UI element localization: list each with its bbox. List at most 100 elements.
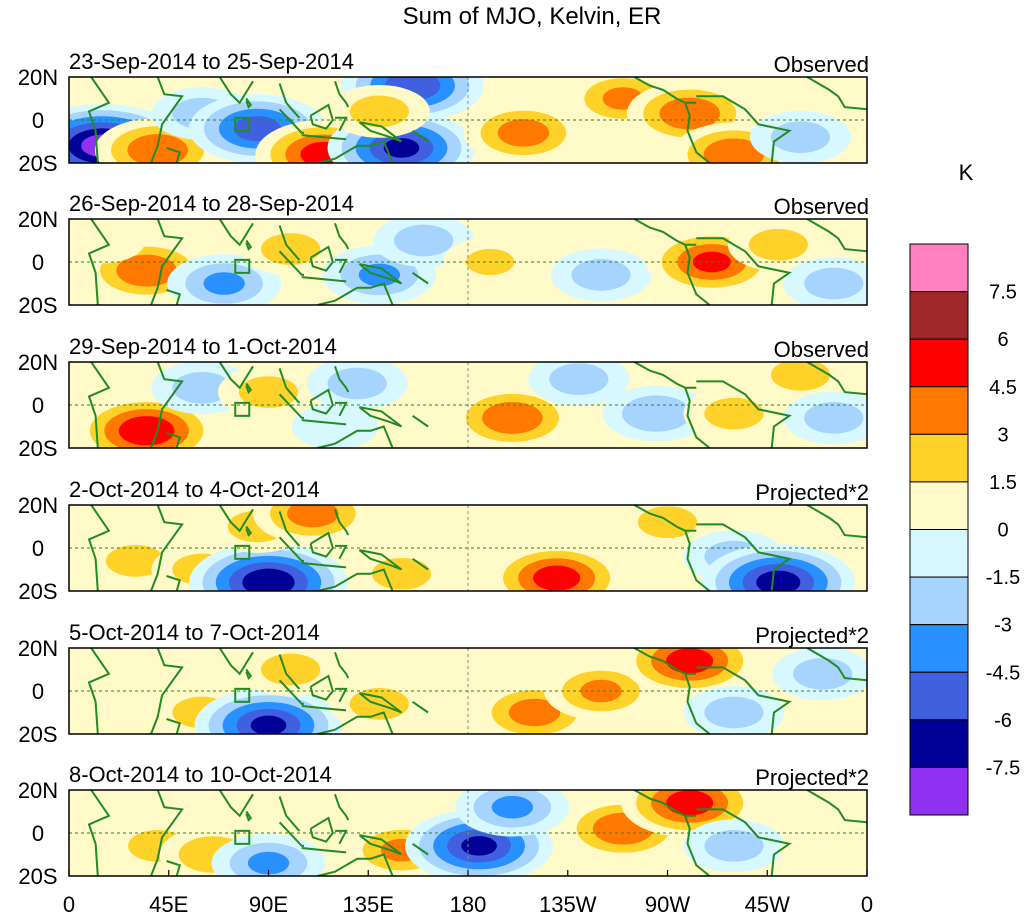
- anomaly-11: [783, 391, 867, 445]
- coastline: [309, 245, 334, 272]
- y-tick-label: 0: [32, 108, 44, 133]
- x-tick-label: 135W: [539, 892, 597, 917]
- coastline: [218, 790, 254, 818]
- anomaly-contour: [114, 648, 201, 693]
- coastline: [633, 219, 697, 246]
- colorbar-label: -4.5: [986, 662, 1020, 684]
- panel-status-label: Projected*2: [755, 480, 869, 505]
- coastline: [633, 362, 697, 389]
- coastline: [278, 225, 301, 261]
- coastline: [245, 668, 253, 680]
- coastline: [806, 790, 867, 824]
- coastline: [696, 380, 792, 448]
- anomaly-4: [306, 362, 408, 410]
- y-tick-label: 20S: [18, 293, 57, 318]
- coastline: [412, 414, 429, 428]
- panel-3: 20N 0 20S 29-Sep-2014 to 1-Oct-2014 Observed: [18, 334, 869, 461]
- panel-frame: [68, 647, 868, 735]
- anomaly-contour: [172, 371, 232, 404]
- colorbar-title: K: [959, 160, 974, 185]
- colorbar-swatch: [909, 481, 969, 530]
- anomaly-4: [240, 648, 342, 696]
- anomaly-3: [194, 688, 343, 734]
- coastline: [245, 525, 253, 537]
- panel-6: 20N 0 20S 8-Oct-2014 to 10-Oct-2014 Projecte…: [18, 762, 869, 889]
- y-tick-label: 20N: [18, 493, 58, 518]
- coastline: [245, 382, 253, 394]
- colorbar-swatch: [909, 243, 969, 293]
- coastlines: [87, 790, 867, 876]
- panel-status-label: Observed: [774, 52, 869, 77]
- coastlines: [87, 362, 867, 448]
- coastline: [150, 505, 184, 591]
- y-tick-label: 0: [32, 821, 44, 846]
- coastline: [218, 77, 254, 105]
- colorbar-swatch: [909, 433, 969, 483]
- coastline: [684, 102, 711, 163]
- coastline: [301, 847, 347, 854]
- anomaly-contour: [291, 403, 379, 448]
- anomaly-5: [252, 505, 373, 545]
- anomaly-contour: [238, 376, 299, 408]
- coastline: [301, 705, 347, 712]
- panel-frame: [68, 76, 868, 164]
- anomaly-3: [167, 254, 282, 305]
- panel-frame: [68, 218, 868, 306]
- x-tick-label: 135E: [343, 892, 394, 917]
- panel-4: 20N 0 20S 2-Oct-2014 to 4-Oct-2014 Projected…: [18, 477, 869, 604]
- coastline: [684, 673, 711, 734]
- coastline: [278, 368, 301, 404]
- x-tick-label: 0: [861, 892, 873, 917]
- coastline: [696, 666, 792, 734]
- anomaly-field: [75, 362, 867, 448]
- coastline: [696, 808, 792, 876]
- coastline: [87, 77, 111, 163]
- coastlines: [87, 648, 867, 734]
- anomaly-contour: [247, 851, 290, 875]
- panel-date-label: 29-Sep-2014 to 1-Oct-2014: [69, 334, 337, 359]
- coastline: [301, 276, 347, 283]
- anomaly-7: [488, 543, 626, 591]
- coastline: [317, 140, 394, 163]
- coastline: [87, 505, 111, 591]
- anomaly-9: [683, 686, 785, 734]
- colorbar-label: -6: [994, 710, 1012, 732]
- coastline: [358, 406, 403, 428]
- coastline: [278, 250, 304, 276]
- anomaly-7: [528, 362, 630, 406]
- anomaly-contour: [491, 795, 534, 819]
- coastline: [412, 557, 429, 571]
- colorbar-label: 0: [997, 520, 1008, 542]
- coastline: [633, 648, 697, 675]
- coastline: [278, 108, 304, 134]
- coastline: [218, 505, 254, 533]
- anomaly-5: [291, 403, 379, 448]
- anomaly-contour: [804, 402, 864, 434]
- colorbar-label: -1.5: [986, 567, 1020, 589]
- coastline: [412, 129, 429, 143]
- anomaly-contour: [770, 362, 831, 391]
- anomaly-contour: [497, 119, 550, 147]
- coastline: [684, 244, 711, 305]
- panel-date-label: 26-Sep-2014 to 28-Sep-2014: [69, 191, 354, 216]
- colorbar-label: -7.5: [986, 757, 1020, 779]
- panel-frame: [68, 504, 868, 592]
- y-tick-label: 20S: [18, 864, 57, 889]
- anomaly-contour: [287, 505, 339, 528]
- anomaly-1: [114, 648, 201, 693]
- region-box: [234, 116, 251, 132]
- anomaly-contour: [508, 698, 561, 727]
- coastline: [317, 282, 394, 305]
- coastline: [317, 568, 394, 591]
- y-tick-label: 0: [32, 393, 44, 418]
- coastline: [358, 692, 403, 714]
- coastline: [278, 83, 301, 119]
- coastline: [806, 77, 867, 111]
- y-tick-label: 20S: [18, 579, 57, 604]
- colorbar-swatch: [909, 766, 969, 816]
- coastline: [245, 810, 253, 822]
- coastline: [87, 790, 111, 876]
- panel-frame: [68, 361, 868, 449]
- panel-status-label: Projected*2: [755, 765, 869, 790]
- coastline: [684, 387, 711, 448]
